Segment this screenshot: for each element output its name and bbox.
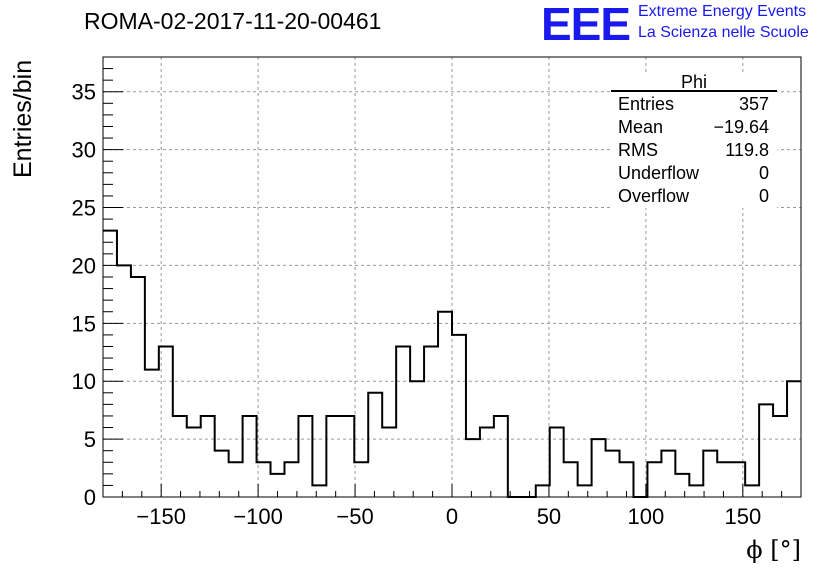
stats-value: 0: [759, 186, 769, 206]
y-tick-label: 35: [72, 80, 96, 105]
stats-label: RMS: [618, 140, 658, 160]
y-tick-labels: 0 5 10 15 20 25 30 35: [72, 80, 96, 510]
x-tick-labels: −150 −100 −50 0 50 100 150: [136, 504, 761, 529]
stats-value: −19.64: [713, 117, 769, 137]
y-tick-label: 25: [72, 196, 96, 221]
y-tick-label: 20: [72, 253, 96, 278]
stats-label: Entries: [618, 94, 674, 114]
y-tick-label: 15: [72, 311, 96, 336]
stats-label: Overflow: [618, 186, 690, 206]
logo-subtitle-line1: Extreme Energy Events: [638, 3, 807, 20]
stats-box-title: Phi: [681, 72, 707, 92]
stats-label: Mean: [618, 117, 663, 137]
x-tick-label: −100: [233, 504, 283, 529]
x-tick-label: 0: [446, 504, 458, 529]
histogram-step-line: [103, 229, 801, 498]
header-title: ROMA-02-2017-11-20-00461: [84, 8, 382, 34]
y-tick-label: 0: [84, 485, 96, 510]
x-tick-label: −50: [336, 504, 373, 529]
stats-value: 357: [739, 94, 769, 114]
eee-logo: EEE: [541, 0, 631, 50]
logo-subtitle-line2: La Scienza nelle Scuole: [638, 24, 809, 41]
x-tick-label: 50: [537, 504, 561, 529]
stats-label: Underflow: [618, 163, 700, 183]
axis-ticks: [103, 68, 783, 498]
stats-value: 0: [759, 163, 769, 183]
stats-box-background: [611, 73, 777, 208]
x-tick-label: 150: [724, 504, 761, 529]
x-axis-label: ϕ [°]: [746, 536, 801, 564]
stats-box-rows: Entries 357 Mean −19.64 RMS 119.8 Underflow 0 Ov…: [618, 94, 769, 206]
x-tick-label: 100: [628, 504, 665, 529]
stats-box: Phi Entries 357 Mean −19.64 RMS 119.8 Underflo…: [611, 72, 777, 208]
y-tick-label: 30: [72, 138, 96, 163]
y-axis-label: Entries/bin: [9, 60, 37, 178]
x-tick-label: −150: [136, 504, 186, 529]
y-tick-label: 5: [84, 427, 96, 452]
stats-value: 119.8: [725, 140, 769, 160]
y-tick-label: 10: [72, 369, 96, 394]
